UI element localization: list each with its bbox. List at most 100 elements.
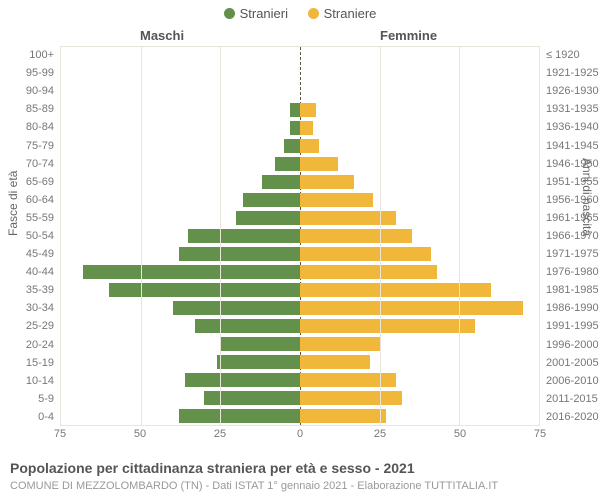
bar-female xyxy=(300,301,523,314)
bar-row xyxy=(61,101,539,119)
bar-row xyxy=(61,227,539,245)
bar-female xyxy=(300,121,313,134)
xtick-label: 25 xyxy=(374,428,386,440)
bar-row xyxy=(61,353,539,371)
ytick-age: 0-4 xyxy=(0,408,58,426)
bar-male xyxy=(179,409,300,422)
ytick-birth: 2001-2005 xyxy=(542,354,600,372)
bar-female xyxy=(300,283,491,296)
bar-row xyxy=(61,155,539,173)
header-male: Maschi xyxy=(140,28,184,43)
y-ticks-birth: ≤ 19201921-19251926-19301931-19351936-19… xyxy=(542,46,600,426)
ytick-age: 10-14 xyxy=(0,372,58,390)
bar-female xyxy=(300,391,402,404)
ytick-birth: 1986-1990 xyxy=(542,299,600,317)
legend-label-male: Stranieri xyxy=(240,6,288,21)
ytick-age: 50-54 xyxy=(0,227,58,245)
ytick-age: 35-39 xyxy=(0,281,58,299)
bar-female xyxy=(300,229,412,242)
xtick-label: 75 xyxy=(534,428,546,440)
ytick-birth: 1971-1975 xyxy=(542,245,600,263)
bar-female xyxy=(300,337,380,350)
ytick-birth: 1996-2000 xyxy=(542,336,600,354)
bar-male xyxy=(284,139,300,152)
ytick-age: 30-34 xyxy=(0,299,58,317)
legend-item-female: Straniere xyxy=(308,6,377,21)
xtick-label: 25 xyxy=(214,428,226,440)
ytick-birth: 1921-1925 xyxy=(542,64,600,82)
bar-male xyxy=(173,301,300,314)
bar-male xyxy=(195,319,300,332)
ytick-birth: 1951-1955 xyxy=(542,173,600,191)
bar-row xyxy=(61,65,539,83)
bar-row xyxy=(61,173,539,191)
bar-row xyxy=(61,281,539,299)
bar-row xyxy=(61,209,539,227)
bar-male xyxy=(179,247,300,260)
ytick-birth: 1966-1970 xyxy=(542,227,600,245)
ytick-age: 85-89 xyxy=(0,100,58,118)
bar-row xyxy=(61,119,539,137)
bar-male xyxy=(290,121,300,134)
bar-row xyxy=(61,263,539,281)
ytick-birth: 1976-1980 xyxy=(542,263,600,281)
bar-row xyxy=(61,191,539,209)
ytick-birth: 1961-1965 xyxy=(542,209,600,227)
ytick-age: 65-69 xyxy=(0,173,58,191)
ytick-birth: ≤ 1920 xyxy=(542,46,600,64)
chart-title: Popolazione per cittadinanza straniera p… xyxy=(10,460,415,476)
bar-row xyxy=(61,47,539,65)
ytick-age: 95-99 xyxy=(0,64,58,82)
ytick-age: 70-74 xyxy=(0,155,58,173)
bar-row xyxy=(61,83,539,101)
bar-female xyxy=(300,103,316,116)
bar-female xyxy=(300,409,386,422)
legend: Stranieri Straniere xyxy=(0,6,600,22)
bar-female xyxy=(300,319,475,332)
ytick-age: 45-49 xyxy=(0,245,58,263)
ytick-age: 75-79 xyxy=(0,136,58,154)
bar-male xyxy=(236,211,300,224)
chart-subtitle: COMUNE DI MEZZOLOMBARDO (TN) - Dati ISTA… xyxy=(10,480,498,492)
ytick-birth: 2006-2010 xyxy=(542,372,600,390)
xtick-label: 0 xyxy=(297,428,303,440)
bar-female xyxy=(300,247,431,260)
bar-row xyxy=(61,371,539,389)
bar-male xyxy=(83,265,300,278)
header-female: Femmine xyxy=(380,28,437,43)
bar-male xyxy=(290,103,300,116)
ytick-birth: 1926-1930 xyxy=(542,82,600,100)
xtick-label: 50 xyxy=(454,428,466,440)
bar-row xyxy=(61,137,539,155)
ytick-birth: 2016-2020 xyxy=(542,408,600,426)
ytick-age: 90-94 xyxy=(0,82,58,100)
plot-area xyxy=(60,46,540,426)
bar-row xyxy=(61,317,539,335)
bar-male xyxy=(275,157,300,170)
ytick-age: 40-44 xyxy=(0,263,58,281)
legend-item-male: Stranieri xyxy=(224,6,288,21)
bar-female xyxy=(300,355,370,368)
xtick-label: 50 xyxy=(134,428,146,440)
y-ticks-age: 100+95-9990-9485-8980-8475-7970-7465-696… xyxy=(0,46,58,426)
bar-female xyxy=(300,211,396,224)
bar-male xyxy=(243,193,300,206)
bar-row xyxy=(61,335,539,353)
chart-container: Stranieri Straniere Maschi Femmine Fasce… xyxy=(0,0,600,500)
ytick-age: 60-64 xyxy=(0,191,58,209)
bar-male xyxy=(188,229,300,242)
legend-label-female: Straniere xyxy=(324,6,377,21)
bar-row xyxy=(61,245,539,263)
bar-male xyxy=(204,391,300,404)
gridline xyxy=(380,47,381,425)
ytick-age: 80-84 xyxy=(0,118,58,136)
bar-male xyxy=(220,337,300,350)
bar-row xyxy=(61,389,539,407)
ytick-age: 100+ xyxy=(0,46,58,64)
bar-male xyxy=(109,283,300,296)
bar-female xyxy=(300,193,373,206)
ytick-age: 20-24 xyxy=(0,336,58,354)
ytick-age: 5-9 xyxy=(0,390,58,408)
ytick-birth: 1981-1985 xyxy=(542,281,600,299)
ytick-birth: 1956-1960 xyxy=(542,191,600,209)
